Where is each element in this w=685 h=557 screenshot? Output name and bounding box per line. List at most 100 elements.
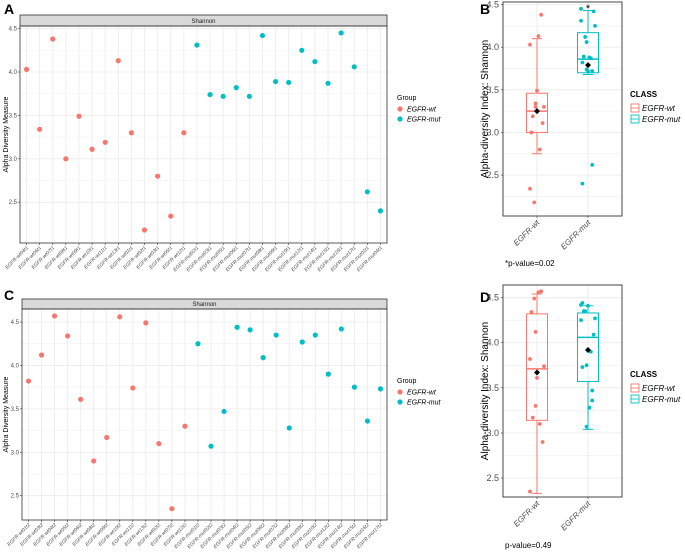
p-value-annotation: p-value=0.49: [505, 541, 552, 550]
y-tick-label: 3.0: [9, 157, 18, 163]
jitter-point-wt: [532, 200, 537, 205]
p-value-annotation: *p-value=0.02: [505, 259, 555, 268]
data-point-mut: [312, 58, 318, 65]
x-tick-label: EGFR-mut: [559, 218, 593, 252]
data-point-mut: [208, 443, 214, 449]
jitter-point-mut: [586, 69, 590, 73]
plot-border: [502, 1, 623, 217]
data-point-wt: [37, 126, 43, 132]
jitter-point-mut: [581, 54, 586, 59]
plot-border: [21, 308, 388, 521]
jitter-point-wt: [530, 415, 535, 420]
y-axis-title: Alpha Diversity Measure: [3, 376, 10, 452]
data-point-wt: [141, 227, 148, 233]
data-point-wt: [130, 385, 136, 391]
y-tick-label: 4.5: [9, 27, 18, 33]
data-point-wt: [143, 320, 149, 326]
facet-strip-title: Shannon: [191, 19, 215, 25]
jitter-point-wt: [528, 186, 532, 191]
x-tick-label: EGFR-wt: [512, 218, 542, 248]
jitter-point-wt: [535, 376, 539, 380]
data-point-mut: [338, 326, 344, 332]
data-point-mut: [364, 189, 370, 195]
y-axis-title: Alpha-diversity Index: Shannon: [480, 322, 491, 460]
jitter-point-mut: [579, 6, 583, 11]
y-tick-label: 2.5: [486, 473, 499, 483]
data-point-wt: [65, 333, 71, 339]
data-point-wt: [128, 130, 135, 136]
jitter-point-mut: [580, 365, 585, 369]
y-tick-label: 4.5: [11, 320, 20, 326]
jitter-point-wt: [537, 422, 542, 426]
mean-marker-mut: [585, 62, 591, 69]
jitter-point-mut: [590, 69, 595, 73]
data-point-wt: [115, 58, 121, 64]
data-point-mut: [194, 42, 200, 48]
x-tick-label: EGFR-wt: [512, 499, 542, 529]
y-tick-label: 2.5: [11, 494, 20, 500]
data-point-mut: [351, 64, 357, 70]
jitter-point-wt: [528, 489, 532, 494]
box-mut: [577, 312, 599, 383]
data-point-wt: [89, 146, 95, 152]
data-point-wt: [23, 66, 30, 72]
data-point-mut: [286, 79, 292, 86]
data-point-mut: [325, 80, 331, 86]
y-tick-label: 3.5: [486, 383, 499, 393]
mean-marker-mut: [585, 346, 591, 353]
y-tick-label: 3.5: [9, 113, 18, 119]
plot-background: [22, 309, 387, 520]
data-point-mut: [377, 208, 384, 214]
jitter-point-wt: [539, 12, 544, 17]
data-point-mut: [259, 32, 266, 39]
legend-title: CLASS: [630, 370, 658, 379]
data-point-wt: [181, 130, 187, 136]
legend-label: EGFR-mut: [407, 117, 442, 124]
jitter-point-mut: [583, 35, 588, 39]
y-tick-label: 4.5: [486, 0, 499, 10]
jitter-point-wt: [533, 330, 538, 334]
jitter-point-mut: [593, 316, 597, 321]
jitter-point-wt: [536, 34, 541, 39]
box-wt: [526, 313, 548, 421]
jitter-point-mut: [580, 60, 585, 65]
jitter-point-mut: [591, 332, 596, 337]
jitter-point-wt: [532, 296, 537, 301]
data-point-wt: [50, 36, 56, 42]
plot-background: [20, 26, 387, 243]
panel-label: B: [480, 1, 490, 17]
jitter-point-wt: [528, 357, 532, 361]
data-point-mut: [299, 47, 305, 53]
jitter-point-wt: [540, 121, 545, 125]
data-point-wt: [63, 156, 69, 162]
jitter-point-wt: [537, 147, 542, 152]
data-point-mut: [220, 93, 226, 99]
legend-title: Group: [397, 378, 417, 385]
legend-label: EGFR-wt: [642, 384, 676, 393]
significance-marker: *: [586, 3, 591, 15]
x-tick-label: EGFR-mut: [559, 499, 593, 533]
jitter-point-mut: [586, 303, 590, 308]
jitter-point-wt: [533, 101, 538, 106]
data-point-mut: [272, 78, 279, 85]
legend-label: EGFR-wt: [407, 390, 437, 397]
jitter-point-mut: [580, 181, 585, 186]
panel-label: D: [480, 289, 490, 305]
jitter-point-wt: [542, 104, 546, 109]
jitter-point-mut: [593, 23, 597, 28]
data-point-wt: [156, 440, 162, 447]
data-point-mut: [312, 332, 318, 338]
y-tick-label: 3.0: [11, 450, 20, 456]
data-point-wt: [102, 139, 108, 145]
jitter-point-wt: [529, 130, 534, 135]
data-point-mut: [299, 339, 305, 345]
jitter-point-wt: [533, 403, 538, 408]
data-point-mut: [286, 425, 292, 431]
data-point-mut: [377, 386, 384, 392]
jitter-point-mut: [590, 388, 595, 393]
data-point-wt: [91, 458, 97, 464]
plot-border: [19, 25, 388, 244]
legend-title: Group: [397, 95, 417, 102]
data-point-mut: [325, 371, 331, 377]
mean-marker-wt: [534, 369, 540, 376]
